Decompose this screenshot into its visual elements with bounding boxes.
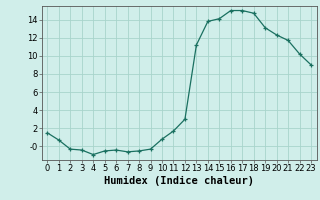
X-axis label: Humidex (Indice chaleur): Humidex (Indice chaleur): [104, 176, 254, 186]
